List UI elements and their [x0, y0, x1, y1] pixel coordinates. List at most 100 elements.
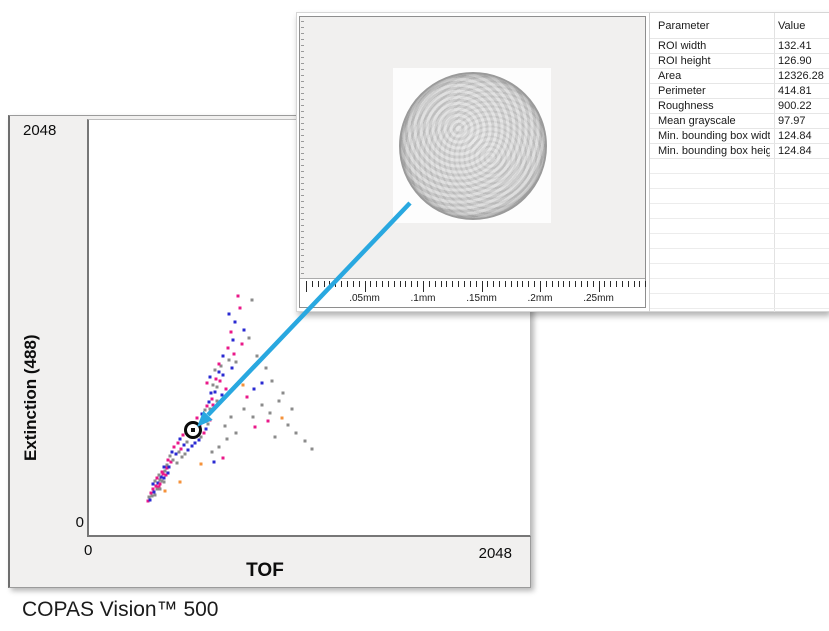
scatter-point: [215, 399, 219, 403]
scatter-point: [170, 450, 174, 453]
table-row[interactable]: ROI width 132.41: [650, 39, 829, 54]
horizontal-scale-ruler: .05mm .1mm .15mm .2mm .25mm: [300, 278, 647, 307]
scatter-point: [226, 346, 230, 350]
object-image[interactable]: [393, 68, 551, 223]
scatter-point: [171, 458, 175, 462]
scatter-point: [230, 366, 234, 370]
scatter-point: [232, 352, 236, 356]
table-rows: ROI width 132.41 ROI height 126.90 Area 12326…: [650, 39, 829, 309]
ruler-tick: [370, 281, 372, 287]
scatter-point: [277, 399, 281, 403]
scatter-point: [252, 387, 255, 391]
scatter-point: [218, 379, 222, 383]
scatter-point: [217, 370, 221, 374]
ruler-tick: [452, 281, 454, 287]
table-row-empty: [650, 189, 829, 204]
table-row[interactable]: Mean grayscale 97.97: [650, 114, 829, 129]
scatter-point: [242, 407, 246, 411]
selected-point-marker[interactable]: [183, 421, 202, 440]
ruler-tick: [516, 281, 518, 287]
ruler-tick: [463, 281, 465, 287]
scatter-point: [208, 407, 212, 411]
parameter-name: ROI height: [658, 55, 711, 67]
scatter-point: [221, 373, 224, 376]
scatter-point: [242, 328, 246, 332]
table-header-row: Parameter Value: [650, 13, 829, 39]
parameter-value: 900.22: [778, 100, 812, 112]
ruler-tick: [645, 281, 647, 287]
image-viewer-panel: .05mm .1mm .15mm .2mm .25mm: [299, 16, 647, 308]
y-axis-max-label: 2048: [23, 122, 57, 139]
ruler-tick: [335, 281, 337, 287]
scatter-point: [195, 416, 199, 420]
ruler-tick: [364, 281, 366, 292]
table-row-empty: [650, 234, 829, 249]
table-row[interactable]: Perimeter 414.81: [650, 84, 829, 99]
scatter-point: [236, 294, 240, 298]
scatter-point: [156, 481, 160, 485]
ruler-tick: [405, 281, 407, 287]
ruler-tick: [393, 281, 395, 287]
scatter-point: [251, 415, 255, 419]
scatter-point: [233, 320, 237, 324]
ruler-tick: [592, 281, 594, 287]
ruler-tick: [639, 281, 641, 287]
scatter-point: [153, 479, 157, 483]
table-row-empty: [650, 264, 829, 279]
scatter-point: [229, 415, 233, 419]
scatter-point: [199, 435, 203, 439]
scatter-point: [152, 490, 156, 494]
scatter-point: [147, 495, 151, 499]
parameter-value: 414.81: [778, 85, 812, 97]
table-row[interactable]: Min. bounding box height 124.84: [650, 144, 829, 159]
ruler-tick: [534, 281, 536, 287]
table-row-empty: [650, 174, 829, 189]
scatter-point: [260, 403, 264, 407]
parameter-name: Perimeter: [658, 85, 706, 97]
scatter-point: [172, 445, 176, 449]
scatter-point: [155, 476, 159, 480]
scatter-point: [177, 450, 181, 454]
scatter-point: [273, 435, 277, 439]
scatter-point: [227, 312, 231, 316]
ruler-tick: [352, 281, 354, 287]
scatter-point: [266, 419, 270, 423]
table-row[interactable]: Roughness 900.22: [650, 99, 829, 114]
ruler-tick: [598, 281, 600, 292]
ruler-tick: [545, 281, 547, 287]
table-row[interactable]: Min. bounding box width 124.84: [650, 129, 829, 144]
ruler-tick: [434, 281, 436, 287]
scatter-point: [161, 472, 165, 476]
scatter-point: [294, 431, 298, 435]
scatter-point: [208, 375, 212, 379]
ruler-tick: [475, 281, 477, 287]
scatter-point: [176, 441, 180, 445]
parameter-value: 124.84: [778, 130, 812, 142]
scatter-point: [215, 385, 219, 389]
scatter-point: [206, 422, 210, 426]
scatter-point: [166, 471, 170, 475]
scatter-point: [153, 493, 157, 497]
scatter-point: [186, 448, 190, 452]
scatter-point: [221, 354, 225, 358]
table-row[interactable]: Area 12326.28: [650, 69, 829, 84]
ruler-tick: [616, 281, 618, 287]
ruler-tick: [341, 281, 343, 287]
ruler-tick: [627, 281, 629, 287]
scatter-point: [155, 487, 159, 491]
scatter-point: [163, 489, 167, 493]
scatter-point: [211, 403, 215, 407]
ruler-tick: [458, 281, 460, 287]
scatter-point: [162, 476, 166, 480]
ruler-tick: [446, 281, 448, 287]
scatter-point: [159, 475, 163, 479]
ruler-tick: [499, 281, 501, 287]
ruler-tick: [387, 281, 389, 287]
scatter-point: [208, 418, 212, 422]
ruler-tick: [557, 281, 559, 287]
ruler-tick: [493, 281, 495, 287]
scatter-point: [160, 470, 164, 474]
table-row[interactable]: ROI height 126.90: [650, 54, 829, 69]
ruler-tick: [487, 281, 489, 287]
ruler-tick: [551, 281, 553, 287]
